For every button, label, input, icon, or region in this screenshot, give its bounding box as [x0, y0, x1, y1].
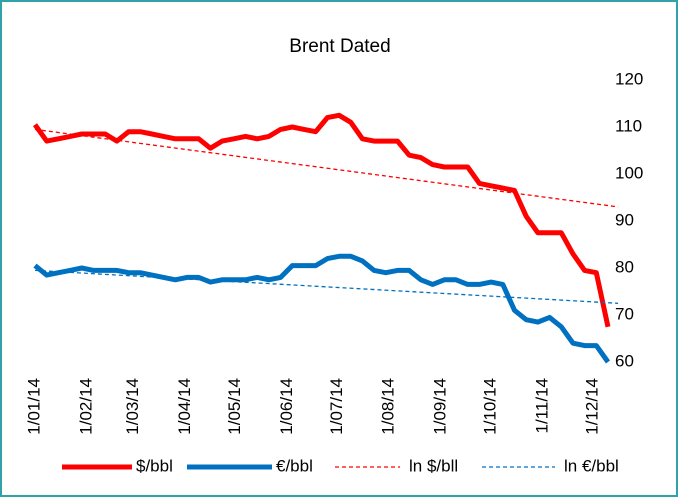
series-line: [34, 269, 619, 304]
x-tick-label: 1/12/14: [582, 378, 601, 435]
y-tick-label: 80: [615, 257, 634, 276]
x-tick-label: 1/03/14: [123, 378, 142, 435]
series-line: [32, 112, 611, 328]
x-tick-label: 1/01/14: [24, 378, 43, 435]
legend-label: ln $/bll: [409, 456, 458, 475]
x-tick-label: 1/06/14: [277, 378, 296, 435]
x-tick-label: 1/05/14: [225, 378, 244, 435]
x-tick-label: 1/09/14: [430, 378, 449, 435]
x-tick-label: 1/10/14: [481, 378, 500, 435]
chart-title: Brent Dated: [289, 36, 390, 57]
x-tick-label: 1/04/14: [175, 378, 194, 435]
y-tick-label: 120: [615, 69, 643, 88]
legend-label: ln €/bbl: [564, 456, 619, 475]
x-tick-label: 1/08/14: [379, 378, 398, 435]
legend-label: $/bbl: [136, 456, 173, 475]
series-line: [33, 253, 611, 364]
y-tick-label: 100: [615, 163, 643, 182]
series-line: [34, 128, 619, 208]
x-tick-label: 1/07/14: [327, 378, 346, 435]
y-tick-label: 110: [615, 116, 642, 135]
y-tick-label: 60: [615, 351, 634, 370]
legend-label: €/bbl: [276, 456, 313, 475]
x-tick-label: 1/11/14: [532, 378, 551, 433]
x-tick-label: 1/02/14: [76, 378, 95, 435]
y-tick-label: 90: [615, 210, 634, 229]
y-tick-label: 70: [615, 304, 634, 323]
